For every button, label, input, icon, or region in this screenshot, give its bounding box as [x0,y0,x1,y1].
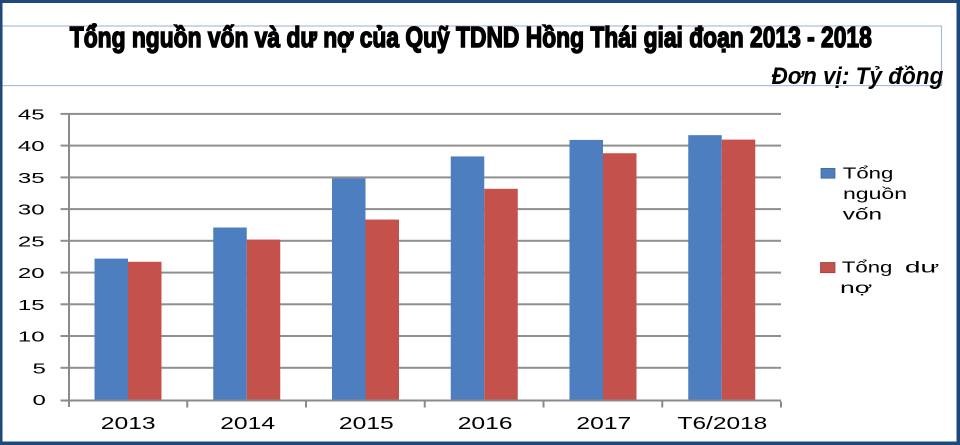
svg-text:45: 45 [18,107,45,123]
svg-text:35: 35 [18,170,45,186]
svg-text:2013: 2013 [101,412,156,433]
svg-text:nguồn: nguồn [843,185,907,203]
svg-text:25: 25 [18,234,45,250]
svg-text:vốn: vốn [843,206,882,224]
svg-text:T6/2018: T6/2018 [678,413,768,433]
svg-text:2015: 2015 [339,412,394,433]
svg-text:2014: 2014 [220,412,275,433]
svg-text:Tổng: Tổng [843,164,893,182]
svg-text:0: 0 [33,392,46,408]
svg-text:40: 40 [18,138,45,154]
svg-text:15: 15 [18,297,45,313]
svg-text:2017: 2017 [576,412,631,433]
svg-text:20: 20 [18,265,45,281]
svg-text:Tổng: Tổng [842,259,892,277]
svg-text:5: 5 [33,361,46,377]
svg-text:dư: dư [905,258,939,276]
svg-text:30: 30 [18,202,45,218]
svg-text:2016: 2016 [458,412,513,433]
svg-text:Tổng nguồn vốn và dư nợ của Qu: Tổng nguồn vốn và dư nợ của Quỹ TDND Hồn… [70,21,872,54]
svg-text:10: 10 [18,329,45,345]
svg-text:nợ: nợ [840,278,872,296]
svg-text:Đơn vị: Tỷ đồng: Đơn vị: Tỷ đồng [772,62,944,89]
